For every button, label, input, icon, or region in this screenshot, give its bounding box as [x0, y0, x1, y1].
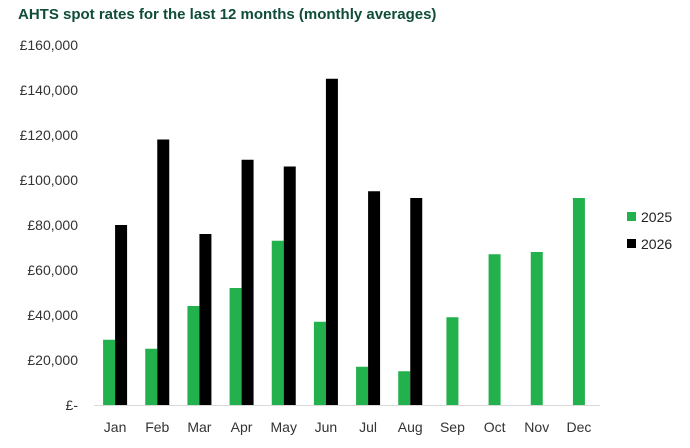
y-axis: £- £20,000 £40,000 £60,000 £80,000 £100,000 £1… — [20, 37, 79, 413]
y-tick-label: £80,000 — [27, 217, 78, 233]
y-tick-label: £40,000 — [27, 307, 78, 323]
x-tick-label: Oct — [484, 419, 506, 435]
x-tick-label: Jun — [315, 419, 338, 435]
bar-2025-apr — [229, 288, 242, 405]
legend-label-2026: 2026 — [641, 236, 672, 252]
bar-2025-jan — [103, 339, 116, 405]
bar-2025-sep — [446, 317, 459, 405]
x-tick-label: May — [271, 419, 297, 435]
legend-swatch-2025 — [627, 212, 636, 221]
bar-2026-apr — [241, 159, 254, 405]
y-tick-label: £160,000 — [20, 37, 79, 53]
x-tick-label: Feb — [145, 419, 169, 435]
y-tick-label: £20,000 — [27, 352, 78, 368]
bar-2025-oct — [488, 254, 501, 405]
bar-2026-aug — [410, 198, 423, 405]
x-tick-label: Mar — [187, 419, 211, 435]
y-tick-label: £- — [66, 397, 79, 413]
bar-2025-mar — [187, 306, 200, 405]
bar-2025-aug — [398, 371, 411, 405]
bar-2025-feb — [145, 348, 158, 405]
bar-2025-may — [271, 240, 284, 405]
legend: 2025 2026 — [627, 209, 672, 252]
bars — [103, 78, 585, 405]
bar-2026-jun — [325, 78, 338, 405]
bar-2025-jul — [356, 366, 369, 405]
chart-title: AHTS spot rates for the last 12 months (… — [18, 6, 437, 23]
bar-2026-jul — [368, 191, 381, 405]
y-tick-label: £100,000 — [20, 172, 79, 188]
x-tick-label: Nov — [524, 419, 549, 435]
bar-2026-may — [283, 166, 296, 405]
y-tick-label: £60,000 — [27, 262, 78, 278]
x-tick-label: Apr — [231, 419, 253, 435]
x-tick-label: Aug — [398, 419, 423, 435]
x-tick-label: Jul — [359, 419, 377, 435]
bar-2026-mar — [199, 234, 212, 405]
x-tick-label: Jan — [104, 419, 127, 435]
x-axis: Jan Feb Mar Apr May Jun Jul Aug Sep Oct Nov Dec — [94, 405, 600, 435]
legend-swatch-2026 — [627, 239, 636, 248]
x-tick-label: Dec — [566, 419, 591, 435]
bar-2025-nov — [530, 252, 543, 405]
bar-2025-dec — [572, 198, 585, 405]
bar-2026-jan — [115, 225, 128, 405]
y-tick-label: £140,000 — [20, 82, 79, 98]
bar-2026-feb — [157, 139, 170, 405]
y-tick-label: £120,000 — [20, 127, 79, 143]
legend-label-2025: 2025 — [641, 209, 672, 225]
x-tick-label: Sep — [440, 419, 465, 435]
bar-2025-jun — [313, 321, 326, 405]
